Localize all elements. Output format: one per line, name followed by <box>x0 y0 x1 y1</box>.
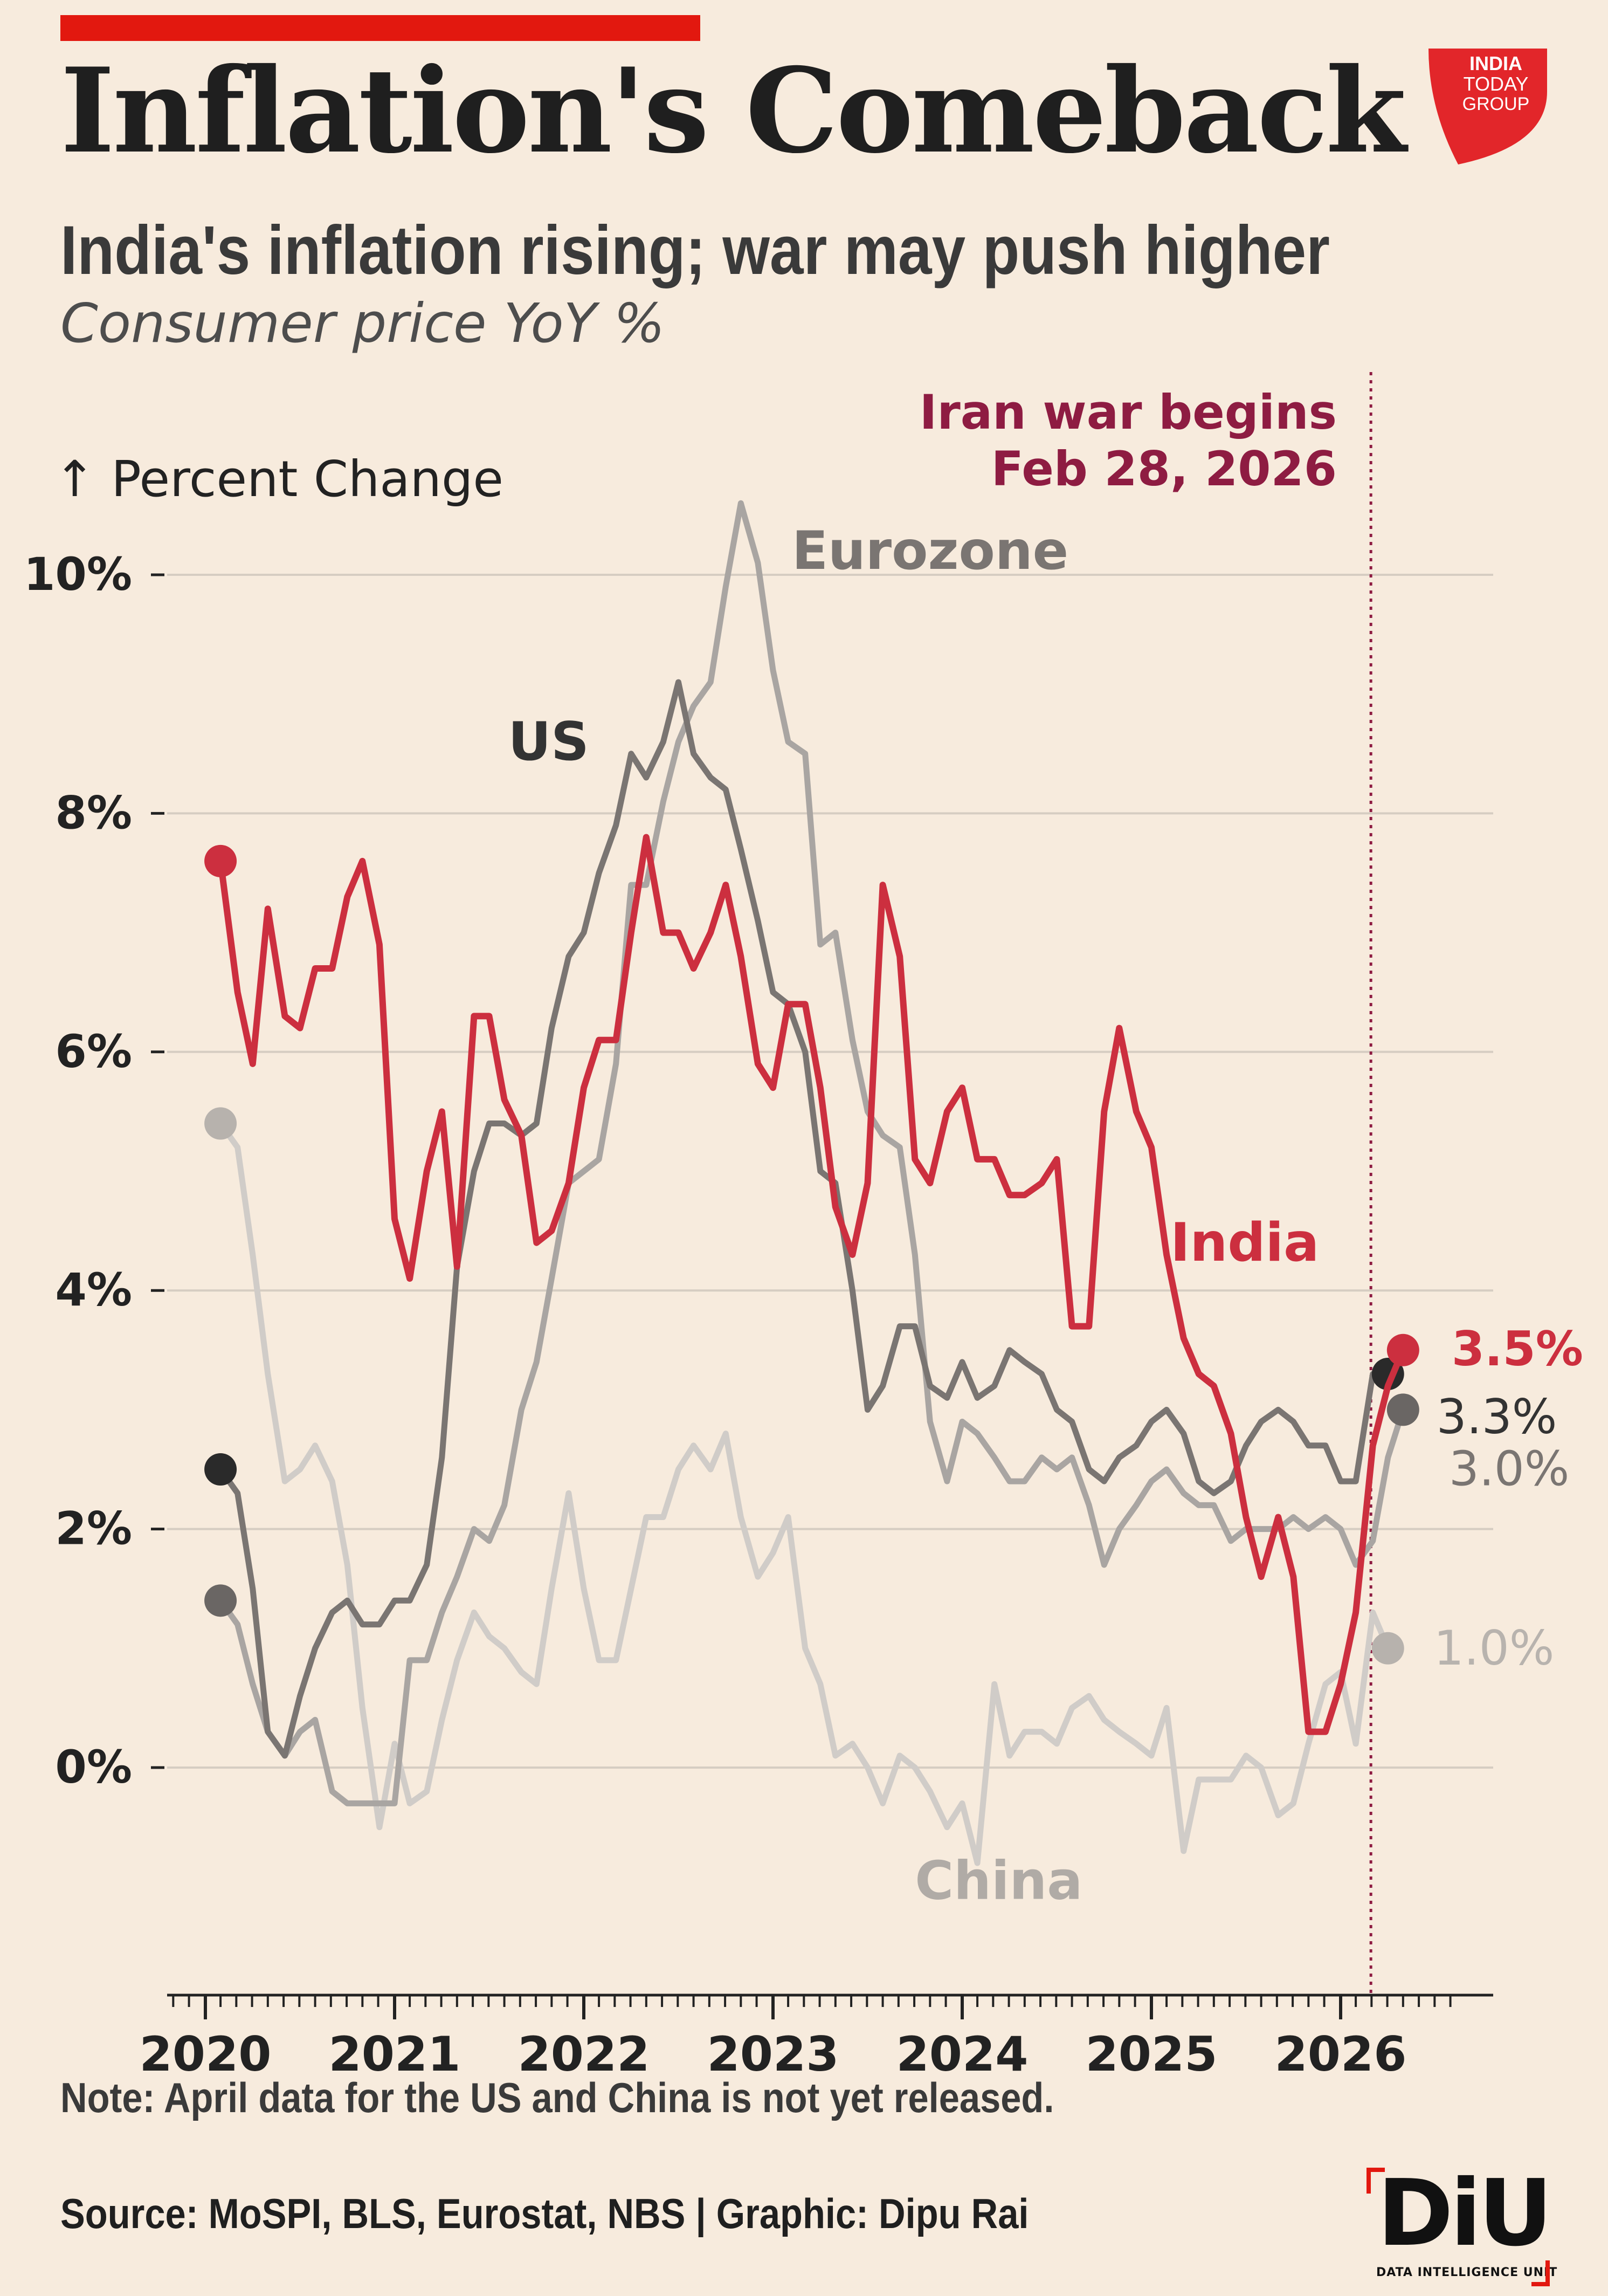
event-label: Iran war begins <box>920 384 1337 440</box>
eurozone-end-label: 3.0% <box>1449 1441 1570 1496</box>
x-tick-label-2026: 2026 <box>1275 2026 1407 2082</box>
us-line <box>217 679 1391 1759</box>
footnote: Note: April data for the US and China is… <box>60 2074 1054 2121</box>
eurozone-start-dot <box>204 1584 237 1617</box>
eurozone-end-dot <box>1386 1393 1419 1426</box>
diu-logo-text: DiU <box>1377 2160 1552 2267</box>
y-tick-label-10: 10% <box>24 548 132 601</box>
india-series-label: India <box>1170 1212 1319 1274</box>
y-tick-label-6: 6% <box>55 1025 132 1078</box>
source-credit: Source: MoSPI, BLS, Eurostat, NBS | Grap… <box>60 2190 1029 2237</box>
accent-bar <box>60 15 700 41</box>
diu-bracket-left <box>1367 2168 1385 2194</box>
chart-description: Consumer price YoY % <box>60 292 665 355</box>
y-tick-label-0: 0% <box>55 1741 132 1793</box>
eurozone-series-label: Eurozone <box>792 520 1068 582</box>
india-end-label: 3.5% <box>1452 1321 1583 1377</box>
chart-subtitle: India's inflation rising; war may push h… <box>60 212 1330 289</box>
logo-text-2: TODAY <box>1464 73 1529 95</box>
india-start-dot <box>204 844 237 877</box>
china-end-label: 1.0% <box>1434 1620 1555 1676</box>
china-line <box>217 1120 1391 1866</box>
china-end-dot <box>1371 1632 1404 1665</box>
logo-text-3: GROUP <box>1462 94 1530 114</box>
us-end-label: 3.3% <box>1437 1389 1557 1445</box>
china-start-dot <box>204 1107 237 1140</box>
diu-bracket-right <box>1531 2260 1550 2286</box>
india-end-dot <box>1386 1333 1419 1366</box>
china-series-label: China <box>915 1850 1082 1912</box>
y-axis-label: ↑ Percent Change <box>54 450 503 508</box>
x-tick-label-2021: 2021 <box>329 2026 461 2082</box>
chart-title: Inflation's Comeback <box>60 42 1406 179</box>
event-date: Feb 28, 2026 <box>991 441 1337 497</box>
us-series-label: US <box>508 711 589 773</box>
x-tick-label-2022: 2022 <box>518 2026 650 2082</box>
x-tick-label-2024: 2024 <box>896 2026 1029 2082</box>
y-tick-label-2: 2% <box>55 1502 132 1555</box>
diu-logo: DiU DATA INTELLIGENCE UNIT <box>1367 2160 1557 2292</box>
y-tick-label-8: 8% <box>55 786 132 839</box>
india-line <box>217 834 1406 1735</box>
x-tick-label-2025: 2025 <box>1086 2026 1218 2082</box>
india-today-logo-icon: INDIA TODAY GROUP <box>1428 49 1547 164</box>
eurozone-line <box>217 500 1406 1806</box>
y-tick-label-4: 4% <box>55 1263 132 1316</box>
logo-text-1: INDIA <box>1469 52 1522 74</box>
diu-tagline: DATA INTELLIGENCE UNIT <box>1376 2266 1558 2279</box>
india-today-logo: INDIA TODAY GROUP <box>1426 43 1550 167</box>
x-tick-label-2020: 2020 <box>140 2026 272 2082</box>
us-start-dot <box>204 1453 237 1486</box>
x-tick-label-2023: 2023 <box>707 2026 839 2082</box>
